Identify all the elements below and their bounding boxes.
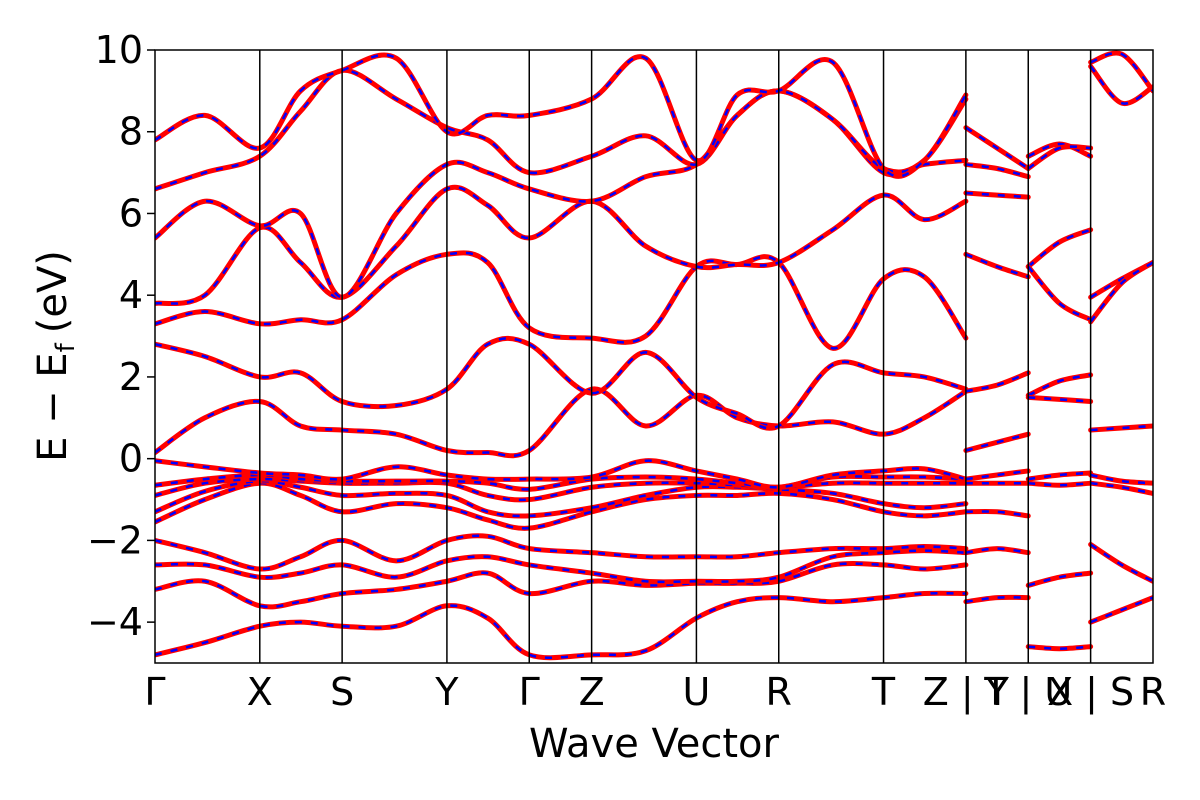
band-line-16 [963,594,1031,605]
band-line-18 [963,508,1031,519]
band-line-overlay-13 [155,89,967,299]
band-line-overlay-12 [155,186,967,305]
band-line-overlay-35 [1027,142,1092,158]
bands-layer [155,50,1153,661]
y-axis-title-unit: (eV) [30,250,76,333]
y-axis-title-main: E − E [30,352,76,462]
band-line-40 [1088,472,1153,486]
band-line-overlay-37 [1090,596,1153,624]
band-line-41 [1088,423,1153,433]
band-line-overlay-45 [1090,51,1153,92]
kpoint-label-11: X | S [1047,670,1134,715]
kpoint-label-5: Z [579,670,605,714]
band-line-overlay-44 [1089,65,1153,105]
band-line-22 [963,370,1031,394]
band-line-17 [963,546,1031,556]
kpoint-label-3: Y [434,670,459,714]
ytick-label-2: 6 [119,191,143,235]
band-line-overlay-34 [1027,265,1092,321]
band-line-27 [1025,644,1094,652]
band-line-overlay-21 [965,432,1029,452]
band-line-overlay-33 [1027,228,1092,268]
ytick-label-0: 10 [95,28,143,72]
band-line-overlay-9 [155,387,967,458]
ytick-label-5: 0 [119,437,143,481]
band-line-overlay-5 [155,479,967,518]
kpoint-label-1: X [247,670,273,714]
y-axis-title-subscript: f [51,342,81,352]
band-line-overlay-10 [155,337,967,430]
band-line-25 [963,161,1031,180]
band-line-overlay-4 [155,481,967,530]
band-line-overlay-26 [965,126,1029,170]
kpoint-label-10: T | U [983,670,1072,715]
kpoint-label-6: U [683,670,711,714]
ytick-label-3: 4 [119,273,143,317]
band-line-20 [963,468,1031,482]
band-line-32 [1025,394,1094,404]
band-line-30 [1025,470,1094,482]
band-line-overlay-2 [155,549,966,584]
band-line-overlay-38 [1089,543,1153,583]
kpoint-label-7: R [766,670,792,714]
band-line-overlay-15 [155,53,967,178]
kpoint-label-0: Γ [144,670,165,714]
band-line-24 [963,190,1031,200]
ytick-label-1: 8 [119,110,143,154]
band-line-overlay-28 [1027,571,1091,587]
kpoint-label-12: R [1140,670,1166,714]
ytick-label-6: −2 [87,518,143,562]
band-line-29 [1025,480,1094,488]
band-line-39 [1088,480,1153,496]
kpoint-label-9: Z | Y [923,670,1010,715]
band-line-overlay-14 [155,69,967,191]
band-line-overlay-7 [155,473,966,491]
kpoint-label-8: T [871,670,896,714]
band-line-overlay-36 [1027,145,1091,170]
kpoint-lines-layer [259,50,1092,663]
band-line-overlay-42 [1089,261,1153,299]
ytick-label-4: 2 [119,355,143,399]
x-axis-title: Wave Vector [529,721,780,767]
kpoint-label-2: S [330,670,354,714]
band-line-overlay-31 [1027,373,1091,397]
plot-frame [154,49,1154,664]
band-line-overlay-43 [1089,261,1153,323]
band-line-overlay-8 [155,459,967,489]
band-line-overlay-0 [155,591,966,659]
y-ticks: 10 8 6 4 2 0 −2 −4 [87,28,155,644]
band-line-overlay-1 [155,562,967,609]
y-axis-title: E − Ef (eV) [30,250,81,462]
ytick-label-7: −4 [87,600,143,644]
kpoint-label-4: Γ [519,670,540,714]
band-line-overlay-23 [965,253,1029,278]
band-line-overlay-3 [155,534,966,571]
band-line-overlay-11 [155,251,967,350]
